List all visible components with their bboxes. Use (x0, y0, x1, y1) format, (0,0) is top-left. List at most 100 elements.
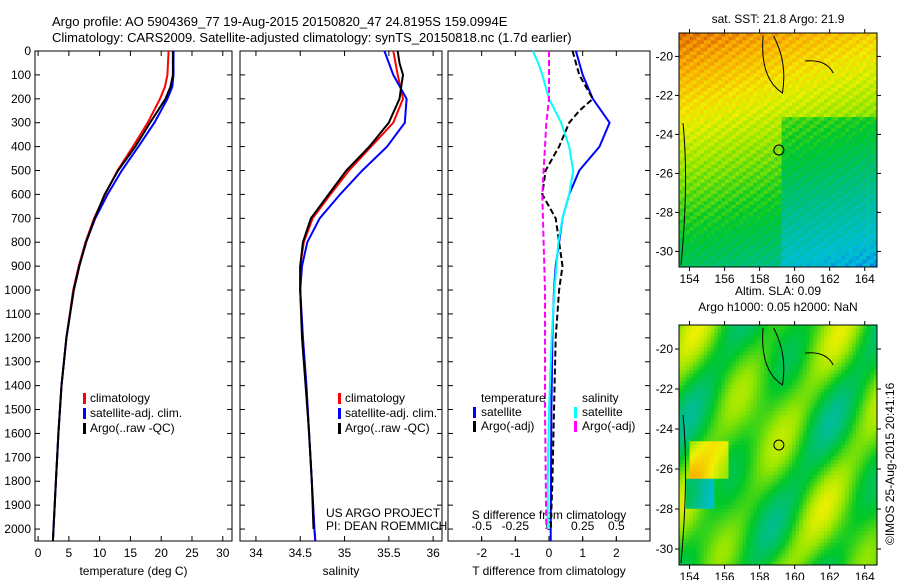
map-cell (774, 65, 779, 70)
map-cell (689, 58, 694, 63)
map-cell (689, 54, 694, 59)
map-cell (756, 219, 761, 224)
map-cell (806, 186, 811, 191)
map-cell (848, 135, 853, 140)
map-cell (760, 120, 765, 125)
map-cell (707, 131, 712, 136)
map-cell (746, 69, 751, 74)
map-cell (686, 43, 691, 49)
map-cell (770, 98, 775, 103)
map-cell (788, 219, 793, 224)
map-cell (703, 58, 708, 63)
map-cell (806, 62, 811, 67)
map-cell (816, 226, 821, 231)
map-cell (802, 215, 807, 220)
map-cell (816, 139, 821, 144)
map-cell (841, 160, 846, 166)
map-cell (767, 95, 772, 100)
map-cell (760, 91, 765, 96)
map-cell (717, 343, 722, 348)
map-cell (848, 355, 853, 360)
map-cell (739, 263, 744, 268)
map-cell (682, 175, 687, 180)
map-cell (714, 54, 719, 59)
map-cell (866, 40, 871, 45)
map-cell (862, 201, 867, 206)
map-cell (739, 80, 744, 85)
map-cell (841, 58, 846, 63)
map-cell (859, 336, 864, 341)
map-cell (760, 226, 765, 231)
map-cell (756, 362, 761, 367)
map-cell (732, 95, 736, 100)
map-cell (770, 234, 775, 239)
map-cell (799, 131, 804, 136)
map-cell (820, 340, 825, 345)
map-cell (834, 58, 839, 63)
map-cell (703, 171, 708, 176)
map-cell (735, 328, 740, 333)
map-cell (869, 69, 874, 74)
map-cell (717, 135, 722, 140)
map-cell (831, 381, 835, 386)
map-cell (703, 252, 708, 257)
map-cell (686, 87, 691, 92)
map-cell (735, 47, 740, 52)
map-cell (841, 256, 846, 261)
map-cell (756, 241, 761, 246)
map-cell (721, 139, 726, 144)
map-cell (700, 109, 705, 114)
map-cell (700, 190, 705, 195)
map-cell (739, 131, 744, 136)
map-cell (679, 120, 683, 125)
map-cell (770, 256, 775, 261)
map-cell (735, 98, 740, 103)
map-cell (795, 179, 800, 184)
map-cell (696, 351, 701, 356)
map-cell (869, 392, 874, 397)
map-cell (855, 160, 860, 166)
map-cell (866, 80, 871, 85)
map-cell (781, 33, 786, 38)
map-cell (813, 259, 818, 264)
map-cell (707, 157, 712, 162)
map-cell (845, 54, 850, 59)
map-cell (852, 91, 857, 96)
map-cell (823, 47, 828, 52)
map-cell (710, 109, 715, 114)
map-cell (869, 237, 874, 242)
map-cell (802, 69, 807, 74)
map-cell (696, 358, 701, 363)
map-cell (693, 392, 698, 397)
map-cell (866, 33, 871, 38)
map-cell (855, 355, 860, 360)
map-cell (739, 226, 744, 231)
map-cell (841, 150, 846, 155)
map-cell (788, 171, 793, 176)
map-cell (749, 179, 754, 184)
map-cell (806, 201, 811, 206)
map-cell (721, 197, 726, 202)
map-cell (852, 377, 857, 382)
map-cell (788, 40, 793, 45)
map-cell (774, 212, 779, 217)
map-cell (845, 215, 850, 220)
map-cell (732, 73, 736, 78)
map-cell (823, 234, 828, 239)
map-cell (859, 73, 864, 78)
map-cell (869, 204, 874, 209)
map-cell (827, 142, 832, 147)
map-cell (827, 160, 832, 166)
map-cell (732, 157, 736, 162)
map-cell (693, 175, 698, 180)
map-cell (774, 62, 779, 67)
map-cell (866, 366, 871, 371)
map-cell (806, 164, 811, 169)
map-cell (788, 396, 793, 401)
map-cell (770, 245, 775, 250)
map-cell (866, 237, 871, 242)
map-cell (852, 373, 857, 378)
map-cell (799, 36, 804, 41)
map-cell (749, 43, 754, 49)
map-cell (862, 58, 867, 63)
